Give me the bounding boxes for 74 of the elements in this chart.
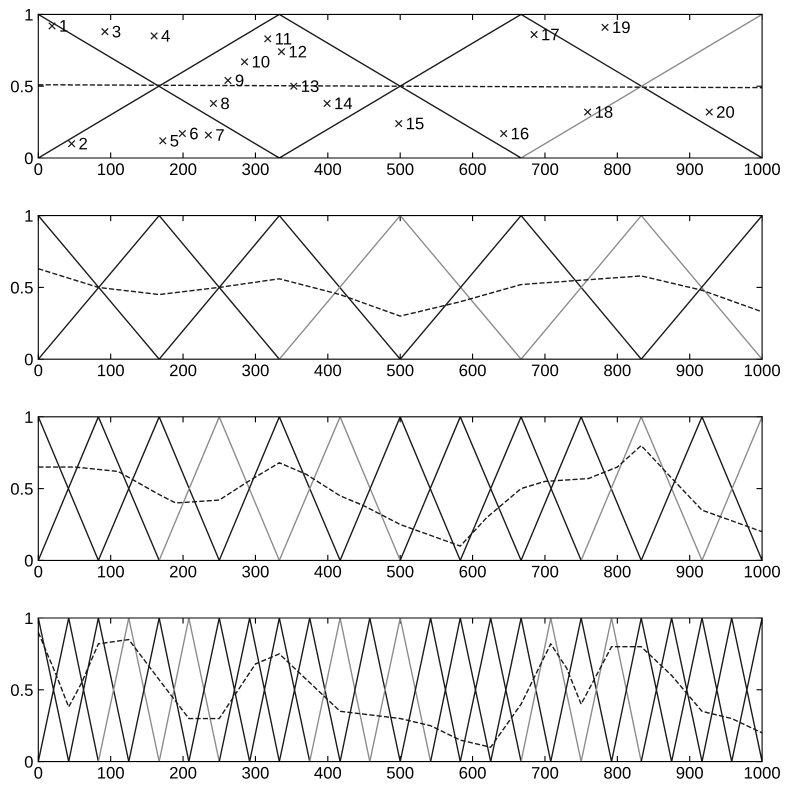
y-tick-label: 0 xyxy=(24,756,33,768)
y-tick-label: 0.5 xyxy=(10,684,33,696)
x-tick-label: 800 xyxy=(604,163,631,176)
x-tick-label: 0 xyxy=(34,364,42,376)
x-tick-label: 600 xyxy=(460,163,486,176)
y-tick-label: 0.5 xyxy=(10,483,33,495)
annotation: 5 xyxy=(170,135,178,147)
x-tick-label: 800 xyxy=(604,364,631,376)
x-tick-label: 400 xyxy=(314,566,342,578)
x-tick-label: 800 xyxy=(604,566,631,578)
annotation: 7 xyxy=(216,129,224,141)
x-tick-label: 600 xyxy=(460,766,486,779)
annotation: 6 xyxy=(190,128,198,140)
annotation: 16 xyxy=(512,128,528,140)
x-tick-label: 700 xyxy=(532,766,558,779)
x-tick-label: 200 xyxy=(170,766,196,779)
y-tick-label: 1 xyxy=(25,210,33,222)
x-tick-label: 900 xyxy=(676,766,703,779)
x-tick-label: 200 xyxy=(170,566,196,578)
annotation: 19 xyxy=(613,21,630,34)
x-tick-label: 600 xyxy=(460,566,486,578)
x-tick-label: 100 xyxy=(98,163,124,176)
annotation: 2 xyxy=(79,138,87,150)
x-tick-label: 1000 xyxy=(744,163,780,176)
x-tick-label: 1000 xyxy=(744,364,780,376)
x-tick-label: 0 xyxy=(34,163,42,176)
y-tick-label: 1 xyxy=(25,612,33,624)
y-tick-label: 0.5 xyxy=(10,80,33,92)
annotation: 15 xyxy=(406,118,424,130)
x-tick-label: 700 xyxy=(532,163,558,176)
annotation: 3 xyxy=(112,26,120,38)
annotation: 10 xyxy=(252,56,270,68)
x-tick-label: 400 xyxy=(314,766,342,779)
annotation: 18 xyxy=(596,106,612,118)
x-tick-label: 800 xyxy=(604,766,631,779)
x-tick-label: 100 xyxy=(98,364,124,376)
x-tick-label: 300 xyxy=(242,364,269,376)
y-tick-label: 1 xyxy=(25,8,33,20)
x-tick-label: 500 xyxy=(386,766,414,779)
annotation: 9 xyxy=(236,74,244,86)
x-tick-label: 100 xyxy=(98,566,124,578)
x-tick-label: 200 xyxy=(170,364,196,376)
y-tick-label: 0 xyxy=(24,554,33,567)
x-tick-label: 500 xyxy=(386,364,414,376)
x-tick-label: 100 xyxy=(98,766,124,779)
x-tick-label: 600 xyxy=(460,364,486,376)
x-tick-label: 1000 xyxy=(744,566,780,578)
y-tick-label: 0 xyxy=(24,354,33,366)
x-tick-label: 500 xyxy=(386,163,414,176)
y-tick-label: 0 xyxy=(24,152,33,164)
annotation: 12 xyxy=(290,46,306,58)
annotation: 8 xyxy=(221,97,229,110)
x-tick-label: 300 xyxy=(242,163,269,176)
x-tick-label: 300 xyxy=(242,566,269,578)
x-tick-label: 400 xyxy=(314,364,342,376)
x-tick-label: 700 xyxy=(532,364,558,376)
x-tick-label: 900 xyxy=(676,163,703,176)
x-tick-label: 0 xyxy=(34,566,42,578)
x-tick-label: 900 xyxy=(676,566,703,578)
x-tick-label: 1000 xyxy=(744,766,780,779)
x-tick-label: 300 xyxy=(242,766,269,779)
x-tick-label: 200 xyxy=(170,163,196,176)
annotation: 1 xyxy=(60,20,68,32)
x-tick-label: 500 xyxy=(386,566,414,578)
y-tick-label: 1 xyxy=(25,411,33,423)
annotation: 14 xyxy=(335,98,352,110)
x-tick-label: 700 xyxy=(532,566,558,578)
annotation: 11 xyxy=(276,33,292,45)
x-tick-label: 400 xyxy=(314,163,342,176)
x-tick-label: 0 xyxy=(34,766,42,779)
annotation: 20 xyxy=(717,106,734,118)
y-tick-label: 0.5 xyxy=(10,282,33,294)
x-tick-label: 900 xyxy=(676,364,703,376)
annotation: 4 xyxy=(161,30,170,42)
